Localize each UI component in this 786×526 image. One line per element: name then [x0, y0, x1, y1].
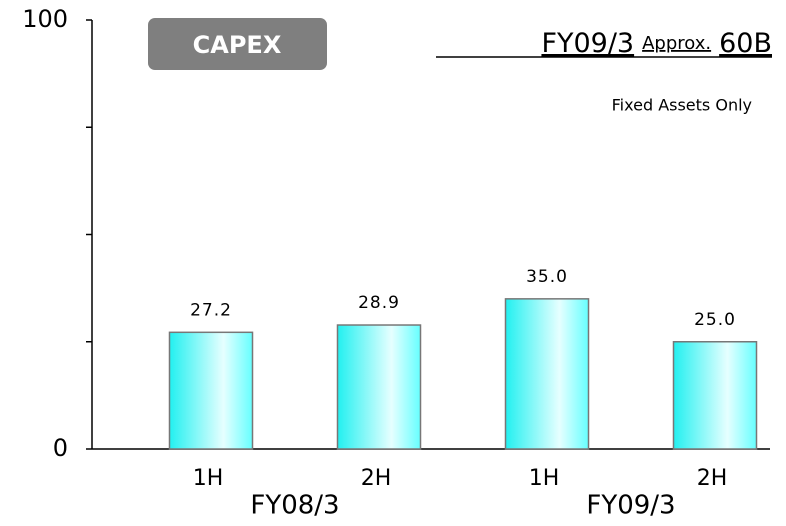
note: Fixed Assets Only: [612, 96, 752, 115]
headline-period: FY09/3: [541, 28, 634, 59]
badge-box: [148, 18, 327, 70]
bar: [672, 341, 758, 450]
headline: FY09/3 Approx. 60B: [541, 28, 772, 59]
value-label: 27.2: [190, 300, 232, 320]
headline-amount: 60B: [719, 28, 772, 59]
y-tick-label: 100: [22, 5, 68, 33]
value-label: 28.9: [358, 293, 400, 313]
bar: [336, 324, 422, 450]
headline-qualifier: Approx.: [642, 33, 711, 54]
x-tick-label: 1H: [529, 466, 560, 491]
x-tick-label: 2H: [697, 466, 728, 491]
value-label: 35.0: [526, 267, 568, 287]
group-label: FY09/3: [586, 491, 675, 521]
bar: [504, 298, 590, 450]
x-tick-label: 2H: [361, 466, 392, 491]
x-tick-label: 1H: [193, 466, 224, 491]
badge: CAPEX: [193, 31, 282, 59]
group-label: FY08/3: [250, 491, 339, 521]
y-tick-label: 0: [53, 434, 68, 462]
bar: [168, 331, 254, 450]
value-label: 25.0: [694, 310, 736, 330]
